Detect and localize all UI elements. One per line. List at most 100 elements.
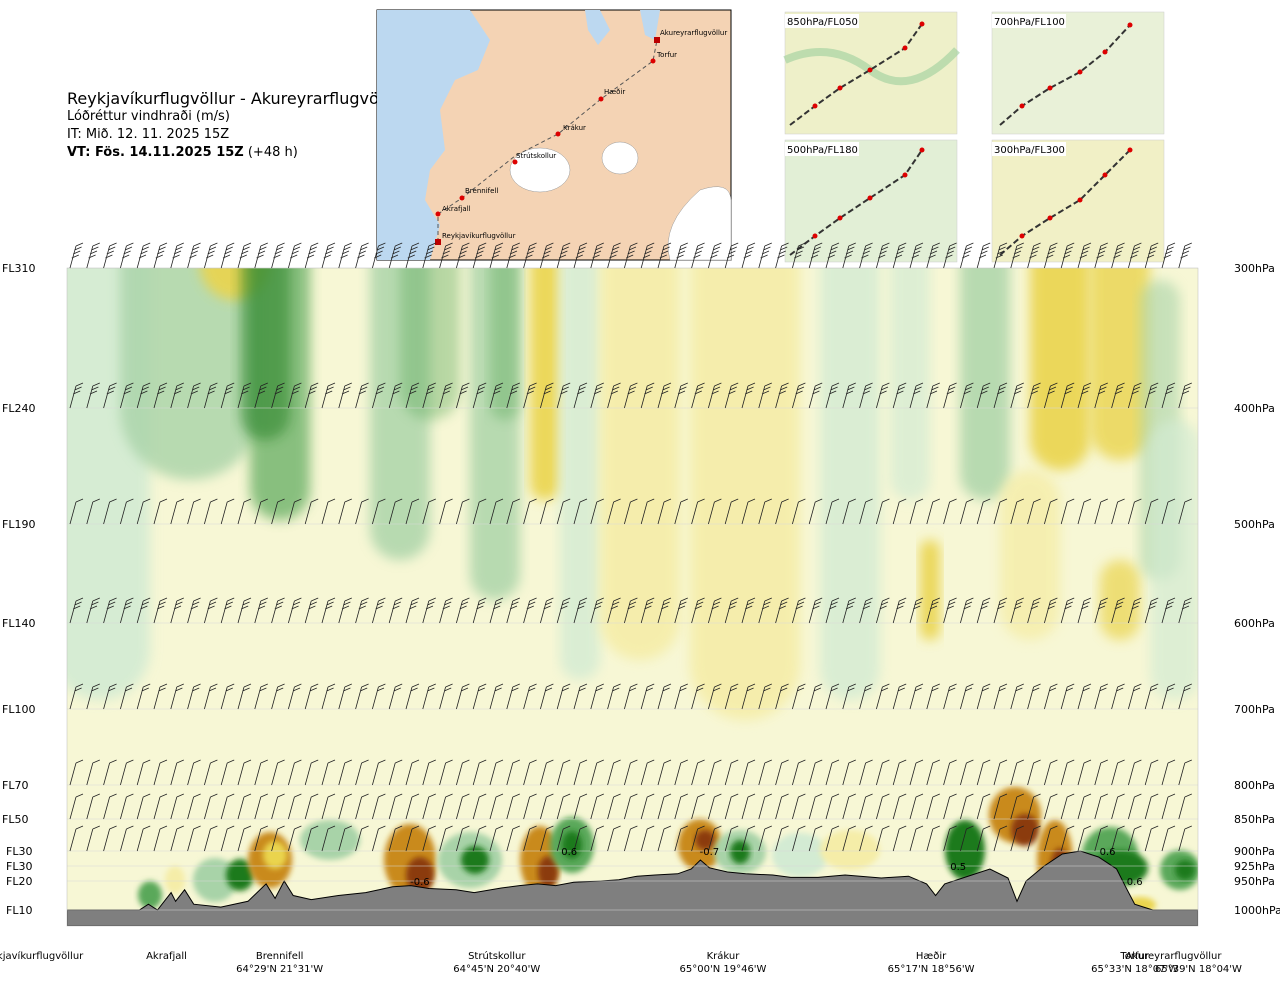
wind-barb [1094, 242, 1108, 269]
wind-barb [220, 683, 235, 710]
overview-map-fjord [585, 10, 660, 45]
wind-barb [892, 242, 907, 269]
wind-barb [842, 597, 856, 624]
wind-barb [1178, 382, 1192, 409]
wind-barb [405, 597, 420, 624]
wind-barb [388, 759, 403, 786]
wind-barb [321, 793, 336, 820]
wind-barb [741, 793, 756, 820]
wind-barb [993, 498, 1008, 525]
wind-barb [573, 825, 588, 852]
wind-barb [674, 498, 688, 525]
overview-map-marker-strutskollur [512, 159, 518, 165]
wind-barb [1161, 242, 1176, 269]
flight-level-axis: FL310 FL240 FL190 FL140 FL100 FL70 FL50 FL30 FL3… [2, 262, 35, 917]
wind-barb [825, 382, 840, 409]
wind-barb [808, 683, 823, 710]
wind-barb [960, 242, 974, 269]
wind-barb [103, 793, 117, 820]
wind-barb [288, 759, 302, 786]
wind-barb [355, 793, 369, 820]
wind-barb [1111, 242, 1125, 269]
wind-barb [338, 498, 352, 525]
field-band [1090, 268, 1150, 460]
wind-barb [1128, 597, 1142, 624]
wind-barb [1027, 825, 1041, 852]
wind-barb [1178, 825, 1192, 852]
issue-time: IT: Mið. 12. 11. 2025 15Z [67, 127, 230, 142]
wind-barb [120, 498, 134, 525]
wind-barb [758, 498, 772, 525]
wind-barb [909, 242, 924, 269]
wind-barb [422, 382, 436, 409]
level-map-850-label: 850hPa/FL050 [787, 17, 858, 28]
wind-barb [556, 825, 571, 852]
wind-barb [372, 825, 386, 852]
field-cell [193, 858, 237, 902]
wind-barb [86, 242, 100, 269]
wind-barb [1161, 382, 1176, 409]
wind-barb [960, 382, 974, 409]
wind-barb [657, 825, 672, 852]
wind-barb [220, 498, 235, 525]
wind-barb [876, 759, 890, 786]
field-cell [562, 831, 582, 859]
wind-barb [523, 498, 537, 525]
wind-barb [691, 382, 705, 409]
wind-barb [103, 382, 117, 409]
wind-barb [1027, 498, 1041, 525]
wind-barb [271, 759, 285, 786]
wind-barb [355, 498, 369, 525]
wind-barb [943, 498, 957, 525]
wind-barb [439, 793, 453, 820]
level-map-850: 850hPa/FL050 [783, 11, 960, 135]
wind-barb [489, 597, 504, 624]
wind-barb [926, 498, 940, 525]
wind-barb [372, 793, 386, 820]
field-band [120, 268, 260, 480]
valid-time-main: VT: Fös. 14.11.2025 15Z [67, 145, 244, 160]
field-band [960, 268, 1010, 500]
map-label-strutskollur: Strútskollur [516, 152, 556, 160]
wind-barb [775, 759, 789, 786]
wind-barb [708, 242, 722, 269]
terrain-fill [67, 850, 1198, 926]
wind-barb [724, 242, 739, 269]
wind-barb [556, 382, 571, 409]
wind-barb [456, 793, 470, 820]
wind-barb [859, 759, 873, 786]
wind-barb [254, 242, 268, 269]
overview-map-glacier-langjokull [509, 147, 571, 193]
flight-level-tick: FL10 [6, 904, 32, 917]
wind-barb [590, 683, 604, 710]
wind-barb [405, 825, 420, 852]
wind-barb [859, 825, 873, 852]
field-cell [1175, 860, 1195, 880]
wind-barb [808, 825, 823, 852]
wind-barb [271, 683, 285, 710]
wind-barb [758, 793, 772, 820]
wind-barb [321, 382, 336, 409]
wind-barb [271, 825, 285, 852]
wind-barb [1044, 382, 1058, 409]
flight-level-tick: FL240 [2, 402, 35, 415]
wind-barb [86, 759, 100, 786]
wind-barb [993, 242, 1008, 269]
wind-barb [624, 759, 638, 786]
wind-barb [993, 597, 1008, 624]
wind-barb [254, 793, 268, 820]
route-title: Reykjavíkurflugvöllur - Akureyrarflugvöl… [67, 89, 405, 108]
wind-barb [926, 759, 940, 786]
wind-barb [456, 683, 470, 710]
wind-barb [288, 242, 302, 269]
field-cell [730, 840, 750, 864]
wind-barb [187, 683, 201, 710]
wind-barb [355, 242, 369, 269]
wind-barb [792, 759, 806, 786]
wind-barb [69, 242, 84, 269]
wind-barb [724, 382, 739, 409]
wind-barb [405, 793, 420, 820]
map-label-krakur: Krákur [563, 124, 586, 132]
wind-barb [204, 683, 218, 710]
waypoint-name: Krákur [707, 950, 741, 962]
